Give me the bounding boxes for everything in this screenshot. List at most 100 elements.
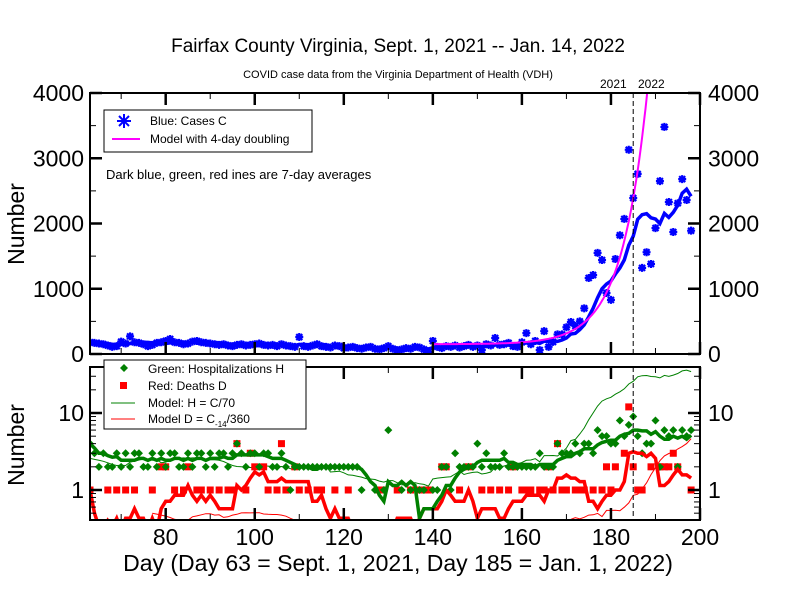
- death-point: [375, 486, 383, 494]
- death-point: [571, 486, 579, 494]
- hosp-point: [437, 462, 446, 471]
- hosp-point: [504, 462, 513, 471]
- x-tick-label: 120: [325, 524, 363, 550]
- death-point: [487, 486, 495, 494]
- death-point: [602, 463, 610, 471]
- death-point: [393, 486, 401, 494]
- hosp-point: [357, 486, 366, 494]
- death-point: [496, 486, 504, 494]
- hosp-7day-average-line: [90, 428, 693, 520]
- hosp-point: [108, 462, 117, 471]
- case-point: [126, 332, 135, 341]
- log-tick-label-right: 10: [708, 400, 734, 426]
- death-point: [193, 486, 201, 494]
- death-point: [242, 486, 250, 494]
- death-point: [282, 486, 290, 494]
- death-point: [104, 486, 112, 494]
- case-point: [571, 321, 580, 330]
- death-point: [536, 486, 544, 494]
- hosp-point: [584, 439, 593, 448]
- case-point: [580, 304, 589, 313]
- year-label-2021: 2021: [600, 77, 627, 91]
- death-point: [157, 463, 165, 471]
- death-point: [589, 486, 597, 494]
- case-point: [553, 330, 562, 339]
- hosp-point: [201, 462, 210, 471]
- case-point: [606, 295, 615, 304]
- hosp-point: [94, 462, 103, 471]
- case-point: [295, 333, 304, 342]
- hosp-point: [255, 462, 264, 471]
- hosp-point: [126, 462, 135, 471]
- case-point: [611, 255, 620, 264]
- case-point: [304, 342, 313, 351]
- case-point: [589, 271, 598, 280]
- case-point: [575, 317, 584, 326]
- x-axis-label: Day (Day 63 = Sept. 1, 2021, Day 185 = J…: [123, 550, 673, 576]
- case-point: [321, 342, 330, 351]
- cases-7day-average-line: [90, 186, 693, 351]
- case-point: [215, 340, 224, 349]
- death-point: [522, 486, 530, 494]
- case-point: [522, 329, 531, 338]
- hosp-point: [210, 462, 219, 471]
- chart-subtitle: COVID case data from the Virginia Depart…: [243, 69, 553, 81]
- case-point: [615, 231, 624, 240]
- case-point: [664, 197, 673, 206]
- log-tick-label-left: 1: [71, 477, 84, 503]
- death-point: [580, 486, 588, 494]
- x-tick-label: 140: [414, 524, 452, 550]
- death-point: [122, 486, 130, 494]
- case-point: [660, 122, 669, 131]
- case-point: [584, 273, 593, 282]
- hosp-point: [121, 449, 130, 458]
- death-point: [625, 403, 633, 411]
- hosp-point: [642, 439, 651, 448]
- hosp-point: [486, 462, 495, 471]
- case-point: [393, 346, 402, 354]
- death-point: [304, 486, 312, 494]
- death-point: [478, 486, 486, 494]
- death-point: [131, 486, 139, 494]
- y-tick-label-left: 1000: [33, 276, 84, 302]
- x-tick-label: 160: [503, 524, 541, 550]
- death-point: [224, 486, 232, 494]
- hosp-point: [219, 449, 228, 458]
- death-point: [669, 449, 677, 457]
- hosp-point: [281, 462, 290, 471]
- death-point: [611, 463, 619, 471]
- case-point: [566, 318, 575, 327]
- case-point: [682, 196, 691, 205]
- death-model-line: [152, 438, 692, 520]
- x-tick-label: 180: [592, 524, 630, 550]
- death-point: [295, 486, 303, 494]
- hosp-point: [557, 449, 566, 458]
- death-point: [660, 463, 668, 471]
- legend-death-model: Model D = C-14/360: [148, 412, 250, 429]
- case-point: [148, 340, 157, 349]
- hosp-point: [669, 426, 678, 435]
- case-point: [117, 337, 126, 346]
- death-point: [647, 463, 655, 471]
- legend-cases: Blue: Cases C: [150, 114, 227, 128]
- case-point: [638, 263, 647, 272]
- hosp-point: [535, 449, 544, 458]
- death-point: [273, 486, 281, 494]
- case-point: [540, 327, 549, 336]
- case-point: [508, 342, 517, 351]
- hosp-point: [571, 439, 580, 448]
- hosp-point: [397, 486, 406, 494]
- death-point: [277, 440, 285, 448]
- hosp-point: [433, 486, 442, 494]
- hosp-legend-marker: [120, 364, 128, 372]
- death-point: [558, 486, 566, 494]
- death-point: [264, 486, 272, 494]
- hosp-point: [197, 449, 206, 458]
- y-tick-label-left: 2000: [33, 211, 84, 237]
- death-point: [527, 486, 535, 494]
- death-point: [148, 486, 156, 494]
- hosp-point: [406, 486, 415, 494]
- case-point: [166, 334, 175, 343]
- deaths-legend-marker: [120, 382, 127, 389]
- hosp-point: [495, 462, 504, 471]
